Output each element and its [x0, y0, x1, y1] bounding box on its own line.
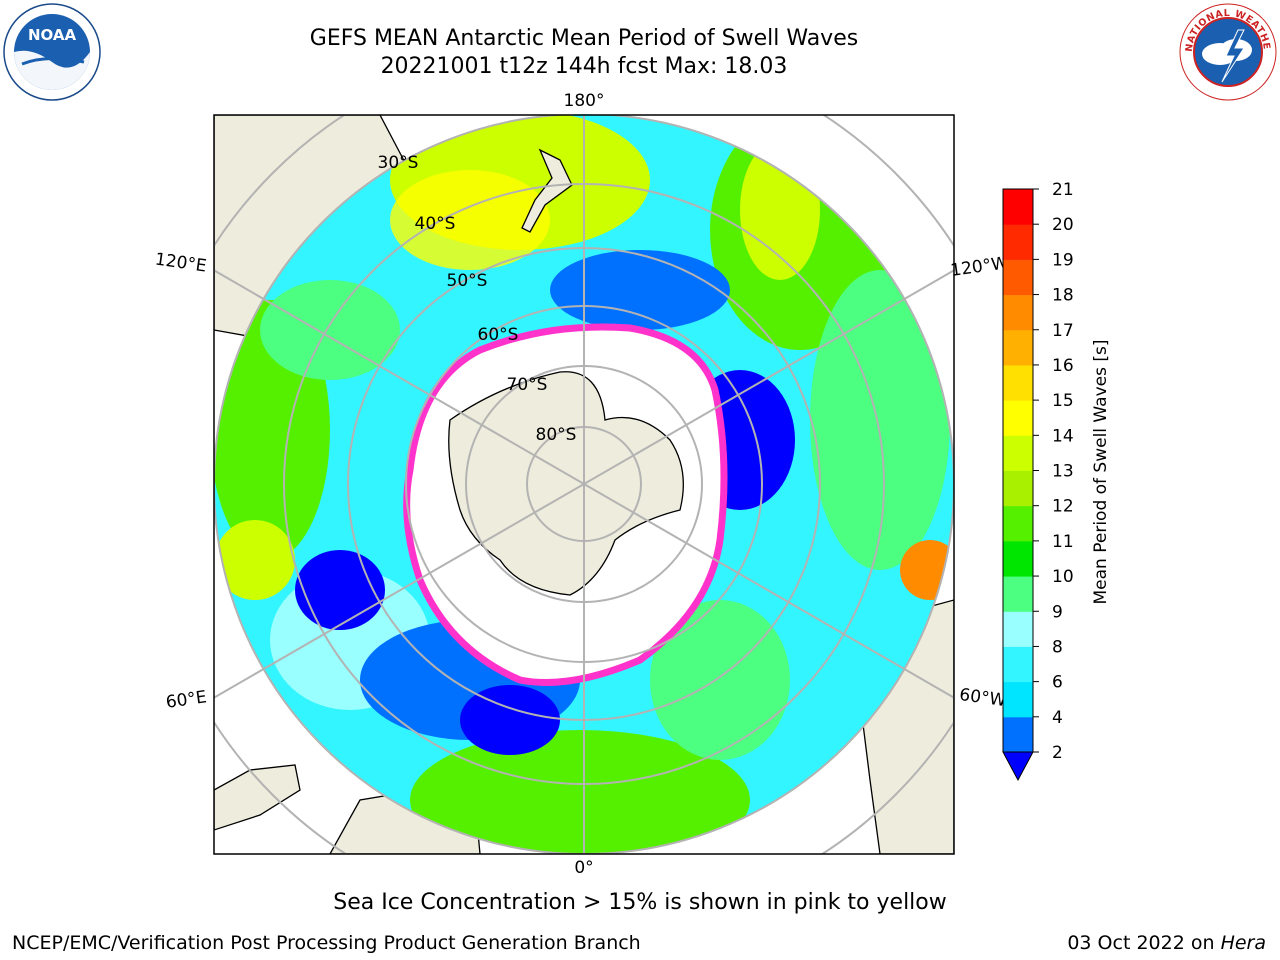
nws-logo: NATIONAL WEATHER SERVICE: [1178, 2, 1277, 101]
colorbar-tick-label: 17: [1052, 321, 1074, 341]
colorbar-tick-label: 21: [1052, 180, 1074, 200]
colorbar-swatch: [1003, 364, 1033, 401]
colorbar-tick-label: 9: [1052, 602, 1063, 622]
chart-subtitle: 20221001 t12z 144h fcst Max: 18.03: [380, 54, 788, 79]
lat-label-60s: 60°S: [478, 325, 519, 345]
colorbar: 2 4 6 8 9 10 11 12 13 14 15 16 17 18 19 20 21: [1002, 180, 1074, 782]
colorbar-under-arrow: [1002, 751, 1034, 782]
footer-date-text: 03 Oct 2022 on: [1067, 932, 1221, 954]
colorbar-tick-label: 15: [1052, 391, 1074, 411]
colorbar-tick-label: 20: [1052, 215, 1074, 235]
colorbar-tick-label: 19: [1052, 250, 1074, 270]
colorbar-label: Mean Period of Swell Waves [s]: [1091, 340, 1111, 605]
new-zealand-land: [521, 148, 573, 233]
colorbar-swatch: [1003, 224, 1033, 260]
colorbar-swatch: [1003, 400, 1033, 436]
colorbar-swatch: [1003, 681, 1033, 718]
chart-title: GEFS MEAN Antarctic Mean Period of Swell…: [309, 26, 859, 51]
colorbar-swatch: [1003, 716, 1033, 753]
colorbar-swatch: [1003, 646, 1033, 683]
colorbar-tick-label: 14: [1052, 426, 1074, 446]
colorbar-tick-label: 11: [1052, 532, 1074, 552]
colorbar-swatch: [1003, 189, 1033, 225]
map-frame: [213, 114, 955, 855]
colorbar-swatch: [1003, 576, 1033, 612]
lon-label-180: 180°: [564, 91, 605, 111]
lon-label-120w: 120°W: [949, 253, 1009, 281]
colorbar-tick-label: 6: [1052, 673, 1063, 693]
colorbar-tick-label: 13: [1052, 462, 1074, 482]
colorbar-swatch: [1003, 611, 1033, 647]
graticule: [214, 115, 954, 854]
lat-label-50s: 50°S: [447, 271, 488, 291]
lat-label-30s: 30°S: [378, 153, 419, 173]
sea-ice-note: Sea Ice Concentration > 15% is shown in …: [333, 890, 947, 915]
lon-label-60e: 60°E: [165, 687, 208, 712]
colorbar-tick-label: 2: [1052, 743, 1063, 763]
colorbar-swatch: [1003, 435, 1033, 471]
lon-label-60w: 60°W: [958, 685, 1007, 711]
colorbar-tick-label: 8: [1052, 637, 1063, 657]
colorbar-swatch: [1003, 470, 1033, 507]
colorbar-tick-label: 10: [1052, 567, 1074, 587]
footer-date: 03 Oct 2022 on Hera: [1067, 932, 1266, 954]
footer-host: Hera: [1220, 932, 1266, 954]
lat-label-70s: 70°S: [507, 375, 548, 395]
lat-label-80s: 80°S: [536, 425, 577, 445]
colorbar-swatch: [1003, 259, 1033, 296]
colorbar-tick-label: 18: [1052, 286, 1074, 306]
antarctica-land: [448, 371, 684, 596]
noaa-logo: NOAA: [3, 3, 101, 101]
colorbar-tick-label: 4: [1052, 708, 1063, 728]
lat-label-40s: 40°S: [415, 214, 456, 234]
svg-text:NOAA: NOAA: [28, 26, 77, 44]
colorbar-swatch: [1003, 294, 1033, 331]
colorbar-swatch: [1003, 329, 1033, 366]
colorbar-tick-label: 16: [1052, 356, 1074, 376]
lon-label-0: 0°: [574, 858, 593, 878]
colorbar-swatch: [1003, 505, 1033, 542]
colorbar-swatch: [1003, 540, 1033, 577]
lon-label-120e: 120°E: [154, 250, 208, 277]
footer-credit: NCEP/EMC/Verification Post Processing Pr…: [12, 932, 641, 954]
colorbar-tick-label: 12: [1052, 497, 1074, 517]
